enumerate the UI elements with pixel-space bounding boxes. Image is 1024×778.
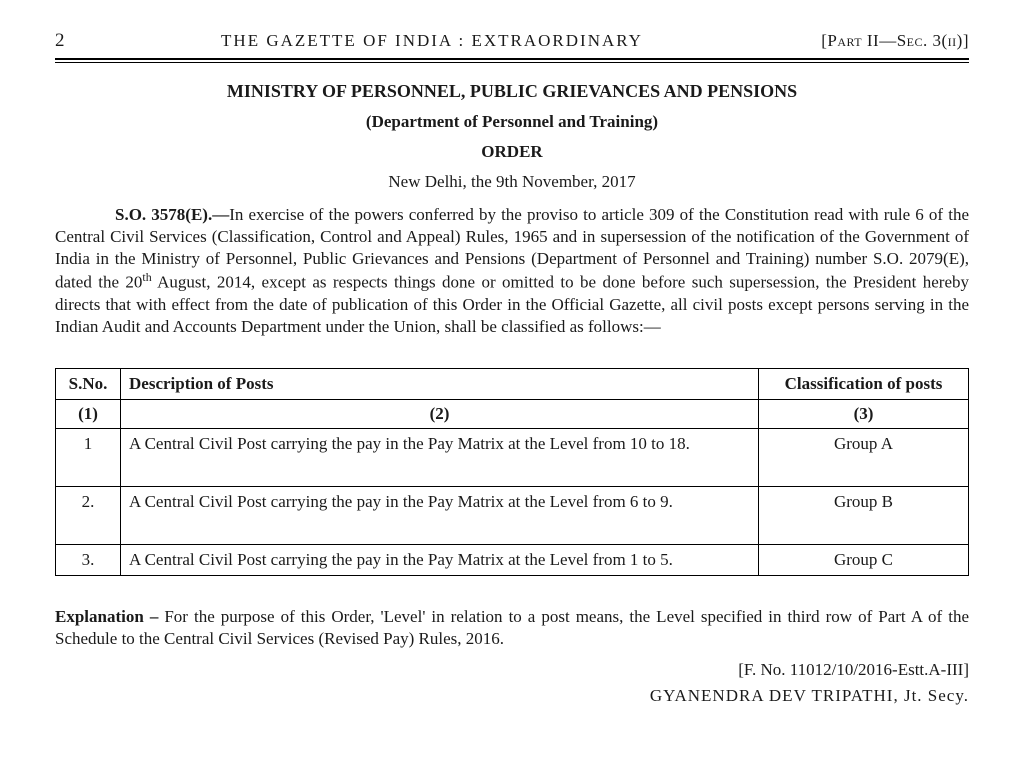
col-header-desc: Description of Posts bbox=[121, 369, 759, 400]
col-header-class: Classification of posts bbox=[759, 369, 969, 400]
cell-class: Group A bbox=[759, 429, 969, 487]
table-row: 1 A Central Civil Post carrying the pay … bbox=[56, 429, 969, 487]
order-date: New Delhi, the 9th November, 2017 bbox=[55, 172, 969, 192]
sec-label: Sec. 3(ii) bbox=[897, 31, 963, 50]
table-row: 3. A Central Civil Post carrying the pay… bbox=[56, 545, 969, 576]
subheader-3: (3) bbox=[759, 400, 969, 429]
header-rule bbox=[55, 58, 969, 63]
ordinal-sup: th bbox=[142, 270, 151, 284]
cell-class: Group B bbox=[759, 487, 969, 545]
table-subheader-row: (1) (2) (3) bbox=[56, 400, 969, 429]
explanation-lead: Explanation – bbox=[55, 607, 164, 626]
table-row: 2. A Central Civil Post carrying the pay… bbox=[56, 487, 969, 545]
cell-class: Group C bbox=[759, 545, 969, 576]
subheader-1: (1) bbox=[56, 400, 121, 429]
gazette-part-sec: [Part II—Sec. 3(ii)] bbox=[769, 31, 969, 51]
explanation-para: Explanation – For the purpose of this Or… bbox=[55, 606, 969, 650]
page-number: 2 bbox=[55, 30, 95, 52]
ministry-title: MINISTRY OF PERSONNEL, PUBLIC GRIEVANCES… bbox=[55, 81, 969, 102]
cell-desc: A Central Civil Post carrying the pay in… bbox=[121, 545, 759, 576]
file-number: [F. No. 11012/10/2016-Estt.A-III] bbox=[55, 660, 969, 680]
order-text-2: August, 2014, except as respects things … bbox=[55, 273, 969, 336]
so-number: S.O. 3578(E).— bbox=[115, 205, 229, 224]
cell-desc: A Central Civil Post carrying the pay in… bbox=[121, 487, 759, 545]
cell-sno: 2. bbox=[56, 487, 121, 545]
classification-table: S.No. Description of Posts Classificatio… bbox=[55, 368, 969, 576]
gazette-header: 2 THE GAZETTE OF INDIA : EXTRAORDINARY [… bbox=[55, 30, 969, 58]
cell-desc: A Central Civil Post carrying the pay in… bbox=[121, 429, 759, 487]
order-title: ORDER bbox=[55, 142, 969, 162]
signatory-line: GYANENDRA DEV TRIPATHI, Jt. Secy. bbox=[55, 686, 969, 706]
order-paragraph: S.O. 3578(E).—In exercise of the powers … bbox=[55, 204, 969, 338]
cell-sno: 1 bbox=[56, 429, 121, 487]
part-label: Part II bbox=[827, 31, 879, 50]
cell-sno: 3. bbox=[56, 545, 121, 576]
gazette-title: THE GAZETTE OF INDIA : EXTRAORDINARY bbox=[95, 31, 769, 51]
explanation-text: For the purpose of this Order, 'Level' i… bbox=[55, 607, 969, 648]
col-header-sno: S.No. bbox=[56, 369, 121, 400]
table-header-row: S.No. Description of Posts Classificatio… bbox=[56, 369, 969, 400]
department-title: (Department of Personnel and Training) bbox=[55, 112, 969, 132]
subheader-2: (2) bbox=[121, 400, 759, 429]
